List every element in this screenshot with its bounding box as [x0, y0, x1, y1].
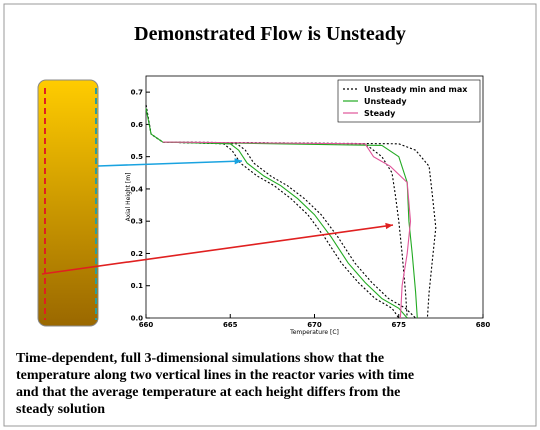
series-line	[162, 141, 412, 319]
series-line	[162, 141, 437, 319]
legend-label: Steady	[364, 109, 396, 118]
plot: 660 665 670 675 680 0.0 0.1 0.2 0.3 0.4 0.5 0.6 0.7 T…	[41, 75, 491, 336]
y-tick-label: 0.7	[131, 89, 144, 97]
x-tick-label: 660	[139, 321, 154, 329]
legend-box	[337, 79, 481, 123]
y-tick-label: 0.5	[131, 153, 144, 161]
series-line	[162, 141, 408, 319]
x-tick-label: 680	[476, 321, 491, 329]
x-tick-label: 665	[223, 321, 238, 329]
x-tick-label: 675	[391, 321, 406, 329]
x-tick-label: 670	[307, 321, 322, 329]
reactor-bar	[37, 79, 99, 327]
caption-line: and that the average temperature at each…	[16, 385, 400, 400]
pointer-arrow	[41, 224, 394, 275]
arrow-head	[234, 158, 242, 165]
arrow-head	[385, 222, 393, 230]
y-tick-label: 0.6	[131, 121, 144, 129]
y-tick-label: 0.3	[131, 218, 144, 226]
caption-line: steady solution	[16, 402, 105, 417]
pointer-arrow	[97, 160, 243, 167]
slide-title: Demonstrated Flow is Unsteady	[134, 23, 406, 45]
caption-line: temperature along two vertical lines in …	[16, 368, 414, 383]
slide-border	[3, 3, 537, 427]
series-line	[145, 104, 400, 319]
y-tick-label: 0.0	[131, 315, 144, 323]
legend-label: Unsteady min and max	[364, 85, 468, 94]
y-axis-label: Axial Height [m]	[125, 173, 132, 222]
caption-line: Time-dependent, full 3-dimensional simul…	[16, 351, 384, 366]
series-line	[162, 141, 418, 319]
y-tick-label: 0.4	[131, 185, 144, 193]
caption: Time-dependent, full 3-dimensional simul…	[16, 351, 414, 417]
x-axis-label: Temperature [C]	[289, 329, 339, 336]
y-tick-label: 0.2	[131, 250, 144, 258]
y-tick-label: 0.1	[131, 282, 144, 290]
legend-label: Unsteady	[364, 97, 407, 106]
